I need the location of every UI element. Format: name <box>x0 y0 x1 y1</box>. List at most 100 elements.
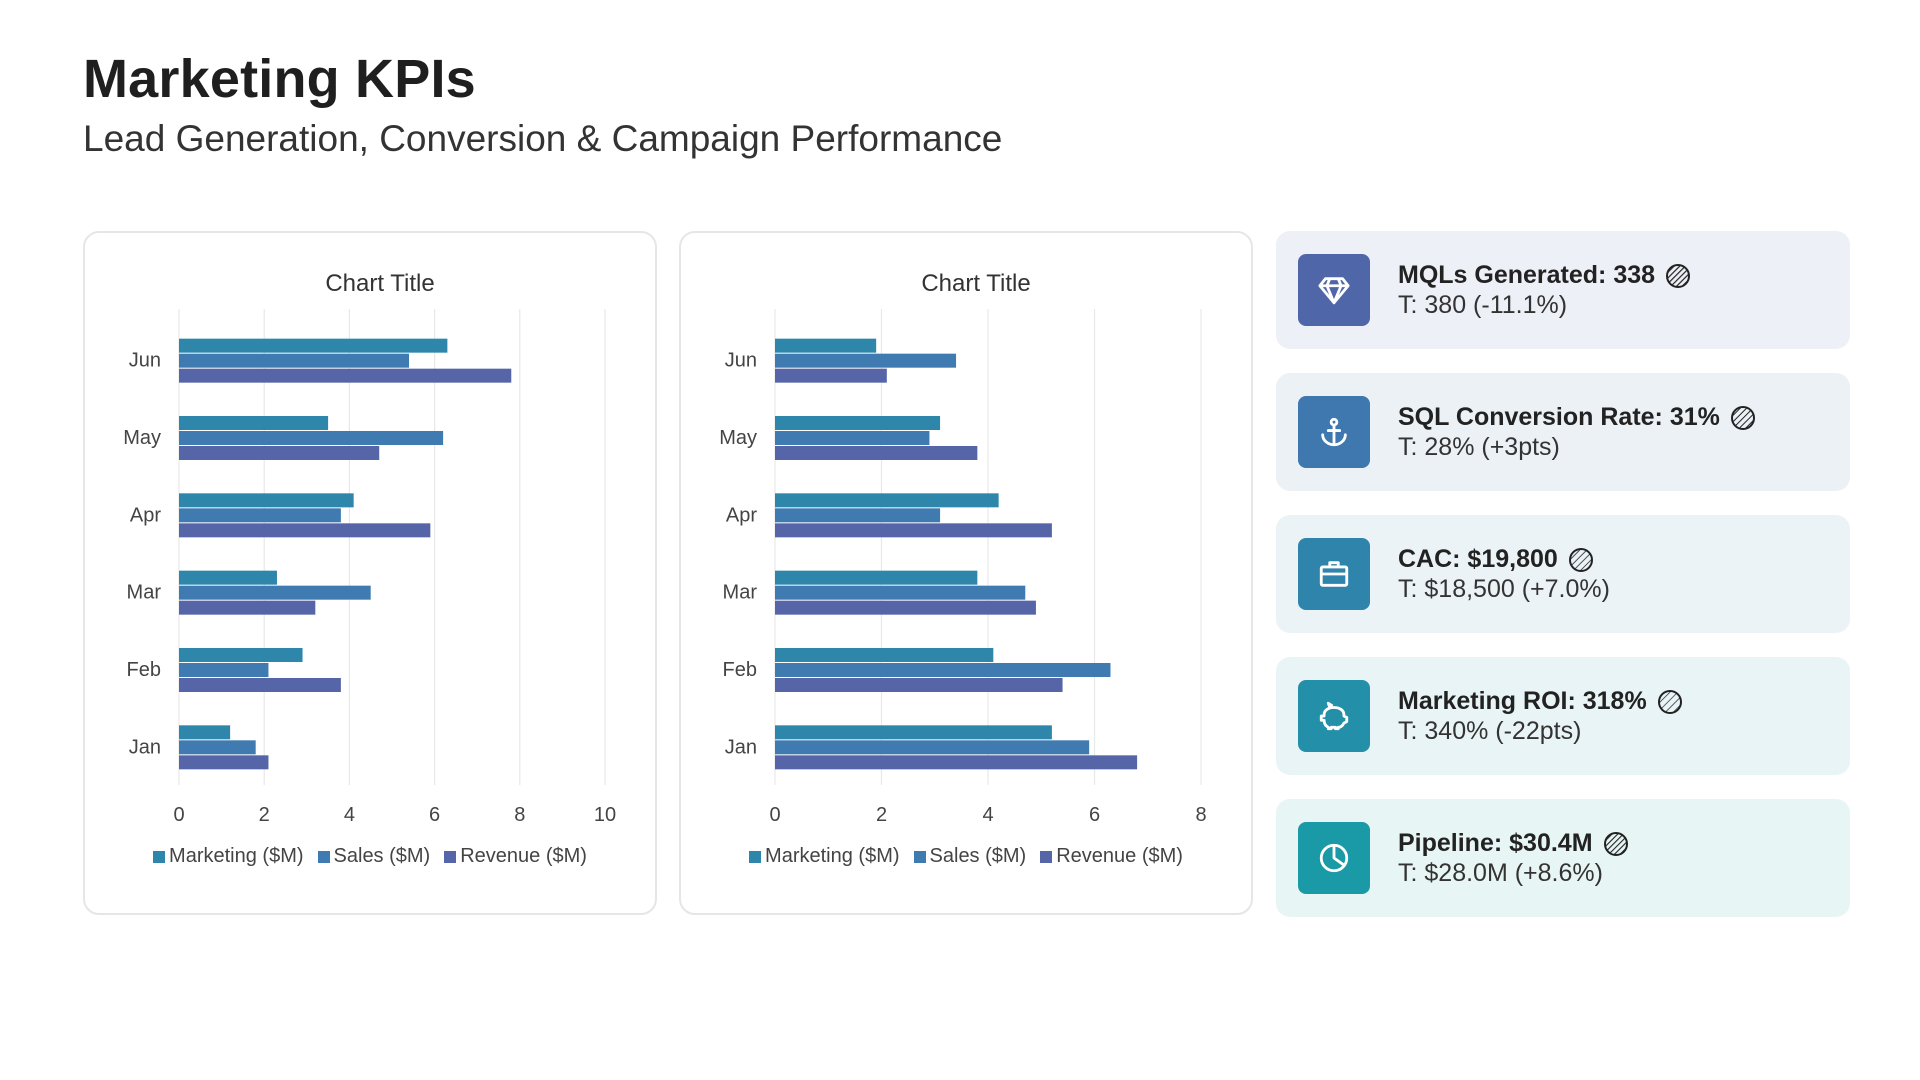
legend-swatch-marketing <box>749 850 762 863</box>
y-tick-label: Jan <box>129 736 161 758</box>
y-tick-label: May <box>123 427 161 449</box>
kpi-main-line: Marketing ROI: 318% <box>1398 687 1683 716</box>
x-tick-label: 0 <box>769 804 780 826</box>
bar <box>775 740 1090 755</box>
kpi-card-marketing-roi: Marketing ROI: 318% T: 340% (-22pts) <box>1276 657 1850 775</box>
bar <box>775 725 1052 740</box>
bar <box>179 663 269 677</box>
x-tick-label: 10 <box>594 804 616 826</box>
bar <box>775 755 1138 770</box>
chart-title: Chart Title <box>921 270 1030 297</box>
bar <box>179 740 256 755</box>
legend-item-revenue: Revenue ($M) <box>444 845 587 868</box>
status-hatch-icon <box>1730 405 1755 430</box>
bar <box>179 648 303 662</box>
legend-item-sales: Sales ($M) <box>317 845 431 868</box>
bar <box>775 663 1111 677</box>
kpi-main-line: MQLs Generated: 338 <box>1398 261 1691 290</box>
status-hatch-icon <box>1657 689 1682 714</box>
y-tick-label: Feb <box>127 659 161 681</box>
y-tick-label: Mar <box>723 582 758 604</box>
x-tick-label: 8 <box>1195 804 1206 826</box>
legend-item-marketing: Marketing ($M) <box>153 845 304 868</box>
chart-card-2: Chart Title 0 2 4 6 8 Jan Feb Mar Apr May Jun Marke… <box>679 231 1253 915</box>
bar <box>775 353 957 368</box>
legend-swatch-revenue <box>444 850 457 863</box>
bar <box>179 600 316 615</box>
kpi-main-line: Pipeline: $30.4M <box>1398 829 1629 858</box>
bar-chart-2: Chart Title 0 2 4 6 8 Jan Feb Mar Apr May Jun <box>719 270 1206 826</box>
bar <box>775 338 877 353</box>
diamond-icon <box>1298 254 1370 326</box>
x-tick-label: 2 <box>259 804 270 826</box>
page-title: Marketing KPIs <box>83 49 476 109</box>
chart-card-1: Chart Title 0 2 4 6 8 10 Jan Feb Mar Apr May Jun Mar… <box>83 231 657 915</box>
legend-swatch-sales <box>913 850 926 863</box>
kpi-value: Marketing ROI: 318% <box>1398 687 1647 715</box>
legend-label-sales: Sales ($M) <box>929 845 1027 867</box>
x-tick-label: 6 <box>429 804 440 826</box>
y-tick-label: May <box>719 427 757 449</box>
briefcase-icon <box>1298 538 1370 610</box>
bar <box>179 523 431 538</box>
kpi-value: MQLs Generated: 338 <box>1398 261 1656 289</box>
bar-chart-1: Chart Title 0 2 4 6 8 10 Jan Feb Mar Apr May Jun <box>123 270 616 826</box>
chart-legend-1: Marketing ($M) Sales ($M) Revenue ($M) <box>85 845 655 868</box>
bar <box>179 368 512 383</box>
status-hatch-icon <box>1603 831 1628 856</box>
status-hatch-icon <box>1568 547 1593 572</box>
bar <box>179 678 341 692</box>
bar <box>179 353 410 368</box>
x-tick-label: 0 <box>173 804 184 826</box>
bar <box>179 416 329 430</box>
y-tick-label: Feb <box>723 659 757 681</box>
chart-title: Chart Title <box>325 270 434 297</box>
bar <box>179 446 380 460</box>
bar <box>775 493 999 508</box>
bar <box>775 368 887 383</box>
status-hatch-icon <box>1666 263 1691 288</box>
bar <box>775 600 1036 615</box>
bar <box>179 725 231 740</box>
legend-label-sales: Sales ($M) <box>333 845 431 867</box>
bar <box>775 446 978 460</box>
chart-legend-2: Marketing ($M) Sales ($M) Revenue ($M) <box>681 845 1251 868</box>
bar <box>179 508 341 523</box>
kpi-target: T: $18,500 (+7.0%) <box>1398 575 1610 603</box>
bar <box>775 523 1052 538</box>
legend-label-revenue: Revenue ($M) <box>460 845 587 867</box>
page-subtitle: Lead Generation, Conversion & Campaign P… <box>83 118 1003 159</box>
legend-label-revenue: Revenue ($M) <box>1056 845 1183 867</box>
bar <box>179 755 269 770</box>
x-tick-label: 4 <box>982 804 993 826</box>
kpi-target: T: $28.0M (+8.6%) <box>1398 859 1603 887</box>
kpi-target: T: 340% (-22pts) <box>1398 717 1582 745</box>
kpi-target: T: 380 (-11.1%) <box>1398 291 1568 319</box>
x-tick-label: 4 <box>344 804 355 826</box>
bar <box>179 585 371 600</box>
pie-chart-icon <box>1298 822 1370 894</box>
bar <box>179 338 448 353</box>
kpi-card-mqls: MQLs Generated: 338 T: 380 (-11.1%) <box>1276 231 1850 349</box>
legend-item-marketing: Marketing ($M) <box>749 845 900 868</box>
bar <box>775 648 994 662</box>
x-tick-label: 8 <box>514 804 525 826</box>
y-tick-label: Jun <box>725 350 757 372</box>
bar <box>775 416 941 430</box>
legend-swatch-marketing <box>153 850 166 863</box>
bar <box>179 431 444 445</box>
kpi-value: SQL Conversion Rate: 31% <box>1398 403 1720 431</box>
kpi-value: Pipeline: $30.4M <box>1398 829 1593 857</box>
x-tick-label: 6 <box>1089 804 1100 826</box>
legend-label-marketing: Marketing ($M) <box>169 845 304 867</box>
legend-label-marketing: Marketing ($M) <box>765 845 900 867</box>
bar <box>179 570 277 585</box>
y-tick-label: Apr <box>130 504 161 526</box>
kpi-target: T: 28% (+3pts) <box>1398 433 1560 461</box>
kpi-value: CAC: $19,800 <box>1398 545 1558 573</box>
y-tick-label: Apr <box>726 504 757 526</box>
legend-swatch-sales <box>317 850 330 863</box>
y-tick-label: Mar <box>127 582 162 604</box>
kpi-card-pipeline: Pipeline: $30.4M T: $28.0M (+8.6%) <box>1276 799 1850 917</box>
kpi-card-sql-conversion: SQL Conversion Rate: 31% T: 28% (+3pts) <box>1276 373 1850 491</box>
